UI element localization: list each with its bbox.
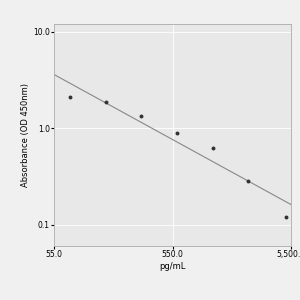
- Point: [284, 214, 289, 219]
- Point: [175, 131, 179, 136]
- X-axis label: pg/mL: pg/mL: [159, 262, 186, 271]
- Y-axis label: Absorbance (OD 450nm): Absorbance (OD 450nm): [21, 83, 30, 187]
- Point: [139, 113, 144, 118]
- Point: [103, 100, 108, 105]
- Point: [246, 179, 251, 184]
- Point: [68, 94, 72, 99]
- Point: [210, 146, 215, 151]
